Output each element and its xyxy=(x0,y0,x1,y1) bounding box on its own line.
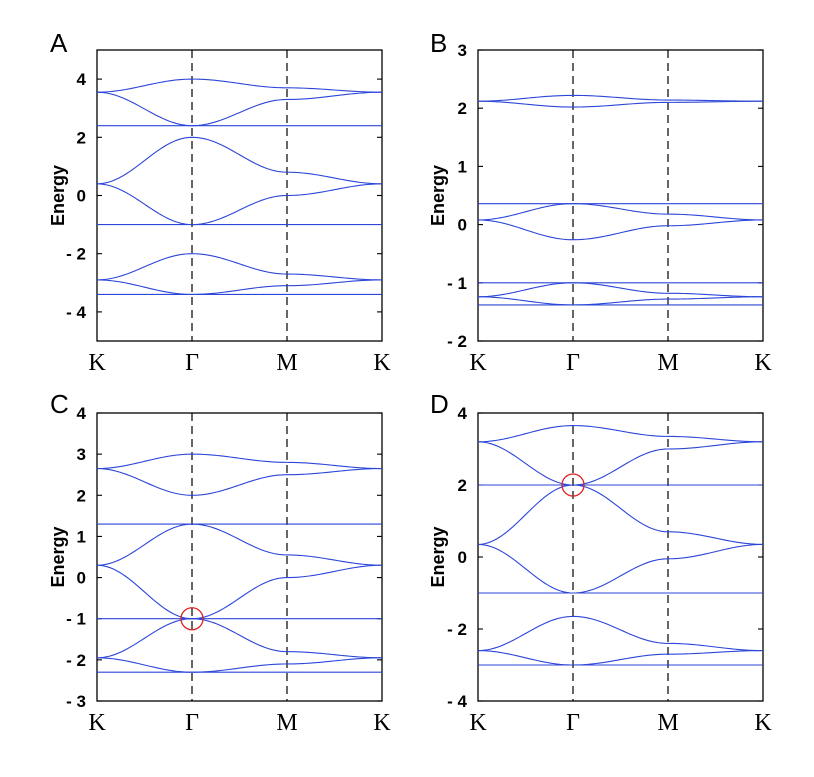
y-axis-label: Energy xyxy=(428,165,448,226)
y-tick-label: 2 xyxy=(458,476,467,495)
energy-band xyxy=(96,279,383,295)
x-tick-label: M xyxy=(657,350,678,376)
degeneracy-highlight-circle xyxy=(180,607,204,631)
panel-letter: B xyxy=(430,28,447,58)
energy-band xyxy=(96,657,383,673)
x-tick-label: K xyxy=(373,350,391,376)
energy-band xyxy=(477,615,764,652)
y-tick-label: - 1 xyxy=(66,610,86,629)
y-tick-label: 0 xyxy=(458,216,467,235)
plot-frame xyxy=(477,49,764,342)
x-tick-label: M xyxy=(276,350,297,376)
x-tick-label: Γ xyxy=(566,350,580,376)
y-tick-label: - 2 xyxy=(447,332,467,351)
energy-band xyxy=(477,650,764,666)
panel-letter: C xyxy=(50,389,69,419)
y-tick-label: - 3 xyxy=(66,692,86,711)
energy-band xyxy=(96,183,383,226)
y-tick-label: 4 xyxy=(458,404,468,423)
energy-band xyxy=(477,543,764,594)
y-tick-label: - 4 xyxy=(66,303,86,322)
x-tick-label: M xyxy=(276,710,297,736)
energy-band xyxy=(477,203,764,221)
x-tick-label: Γ xyxy=(566,710,580,736)
energy-band xyxy=(477,484,764,545)
panel-d: D 4 2 0 - 2 - 4 Energy K Γ M K xyxy=(428,389,772,736)
x-tick-label: K xyxy=(373,710,391,736)
plot-frame xyxy=(477,412,764,702)
y-tick-label: 2 xyxy=(77,486,86,505)
panel-b: B 3 2 1 0 - 1 - 2 Energy K Γ M K xyxy=(428,28,772,376)
y-axis-label: Energy xyxy=(48,165,68,226)
y-tick-label: - 1 xyxy=(447,274,467,293)
energy-band xyxy=(96,136,383,185)
x-tick-label: K xyxy=(469,350,487,376)
y-tick-label: 0 xyxy=(77,569,86,588)
y-tick-label: 2 xyxy=(458,99,467,118)
energy-band xyxy=(96,467,383,496)
x-tick-label: Γ xyxy=(185,710,199,736)
y-tick-label: - 2 xyxy=(447,620,467,639)
degeneracy-highlight-circle xyxy=(561,473,585,497)
energy-band xyxy=(477,219,764,241)
y-tick-label: 1 xyxy=(458,157,467,176)
panel-c: C 4 3 2 1 0 - 1 - 2 - 3 Energy K Γ M K xyxy=(48,389,391,736)
energy-band xyxy=(96,91,383,127)
y-axis-label: Energy xyxy=(428,526,448,587)
y-tick-label: 0 xyxy=(77,187,86,206)
plot-frame xyxy=(96,412,383,702)
x-tick-label: K xyxy=(88,710,106,736)
y-axis-label: Energy xyxy=(48,526,68,587)
x-tick-label: K xyxy=(469,710,487,736)
x-tick-label: M xyxy=(657,710,678,736)
energy-band xyxy=(96,564,383,620)
y-tick-label: - 2 xyxy=(66,245,86,264)
x-tick-label: K xyxy=(754,710,772,736)
y-tick-label: 4 xyxy=(77,404,87,423)
energy-band xyxy=(477,282,764,298)
energy-band xyxy=(477,296,763,306)
y-tick-label: 3 xyxy=(77,445,86,464)
energy-band xyxy=(477,100,763,108)
energy-band xyxy=(96,523,383,566)
panel-letter: A xyxy=(50,28,68,58)
y-tick-label: 0 xyxy=(458,548,467,567)
panel-letter: D xyxy=(430,389,449,419)
energy-band xyxy=(96,618,383,659)
energy-band xyxy=(96,453,383,470)
x-tick-label: K xyxy=(88,350,106,376)
energy-band xyxy=(477,441,764,486)
x-tick-label: Γ xyxy=(185,350,199,376)
energy-band xyxy=(96,78,383,93)
panel-a: A4 2 0 - 2 - 4 Energy K Γ M K xyxy=(48,28,391,376)
energy-band xyxy=(477,425,764,443)
y-tick-label: - 2 xyxy=(66,651,86,670)
y-tick-label: 1 xyxy=(77,527,86,546)
energy-band xyxy=(96,253,383,281)
y-tick-label: - 4 xyxy=(447,692,467,711)
y-tick-label: 2 xyxy=(77,128,86,147)
y-tick-label: 3 xyxy=(458,41,467,60)
plot-frame xyxy=(96,49,383,342)
energy-band xyxy=(477,94,764,102)
x-tick-label: K xyxy=(754,350,772,376)
y-tick-label: 4 xyxy=(77,70,87,89)
